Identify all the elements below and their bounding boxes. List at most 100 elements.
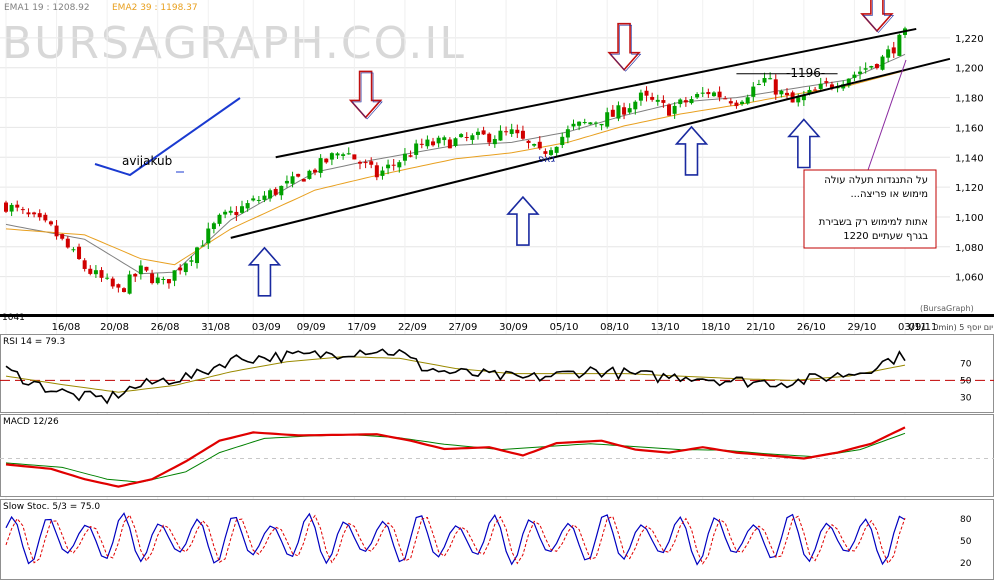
- candle-body: [655, 99, 660, 102]
- candle-body: [425, 139, 430, 147]
- candle-body: [273, 188, 278, 195]
- ema1-label: EMA1 19 : 1208.92: [4, 3, 90, 13]
- candle-body: [700, 92, 705, 94]
- x-tick-label: 26/10: [797, 322, 826, 333]
- rsi-title: RSI 14 = 79.3: [3, 337, 65, 347]
- rsi-line: [5, 348, 906, 405]
- candle-body: [431, 141, 436, 146]
- candle-body: [492, 138, 497, 145]
- note-text: על התנגדות תעלה עולה ...מימוש או פריצה אתו…: [819, 175, 928, 242]
- candle-body: [65, 238, 70, 248]
- candle-body: [650, 96, 655, 100]
- up-arrow-icon: [787, 118, 821, 169]
- candle-body: [869, 66, 874, 68]
- x-tick-label: 20/08: [100, 322, 129, 333]
- rsi-signal-line: [5, 356, 906, 393]
- candle-body: [785, 92, 790, 96]
- candle-body: [711, 92, 716, 97]
- down-arrow-icon: [860, 0, 894, 33]
- x-tick-label: 05/10: [550, 322, 579, 333]
- trendlines: [94, 27, 951, 239]
- candle-body: [599, 123, 604, 126]
- candle-body: [352, 154, 357, 160]
- candle-body: [509, 129, 514, 134]
- candle-body: [414, 143, 419, 155]
- candle-body: [487, 133, 492, 143]
- pointer-line: [867, 59, 907, 171]
- candle-body: [397, 162, 402, 168]
- candle-body: [560, 136, 565, 146]
- candle-body: [520, 130, 525, 139]
- price-tick-label: 1,200: [955, 64, 984, 75]
- candlesticks: [4, 26, 907, 295]
- candle-body: [571, 123, 576, 127]
- candle-body: [402, 153, 407, 161]
- candle-body: [616, 105, 621, 119]
- note-line: על התנגדות תעלה עולה: [824, 175, 928, 186]
- candle-body: [77, 246, 82, 260]
- macd-lines: [0, 426, 994, 488]
- stoch-lines: 20 50 80: [5, 512, 972, 569]
- down-arrow-icon: [607, 22, 641, 71]
- candle-body: [762, 78, 767, 83]
- x-tick-label: 13/10: [651, 322, 680, 333]
- candle-body: [863, 68, 868, 70]
- note-box: על התנגדות תעלה עולה ...מימוש או פריצה אתו…: [803, 169, 937, 249]
- candle-body: [447, 139, 452, 149]
- candle-body: [150, 273, 155, 284]
- candle-body: [324, 158, 329, 163]
- x-tick-label: 27/09: [448, 322, 477, 333]
- candle-body: [436, 137, 441, 144]
- candle-body: [706, 92, 711, 95]
- candle-body: [15, 204, 20, 208]
- watermark-text: BURSAGRAPH.CO.IL: [2, 18, 466, 69]
- candle-body: [582, 122, 587, 124]
- candle-body: [32, 212, 37, 215]
- level-1196-label: -1196-: [786, 66, 825, 80]
- down-arrow-shadow: [609, 24, 642, 72]
- x-tick-label: 17/09: [347, 322, 376, 333]
- stoch-k-line: [5, 512, 906, 566]
- candle-body: [20, 209, 25, 211]
- macd-signal-line: [5, 432, 906, 483]
- price-tick-label: 1,180: [955, 94, 984, 105]
- x-tick-label: 03/09: [252, 322, 281, 333]
- candle-body: [408, 155, 413, 157]
- candle-body: [891, 47, 896, 54]
- candle-body: [166, 279, 171, 284]
- candle-body: [728, 101, 733, 104]
- up-arrow-icon: [506, 195, 540, 246]
- candle-body: [37, 213, 42, 218]
- candle-body: [369, 161, 374, 165]
- candle-body: [897, 34, 902, 56]
- candle-body: [779, 91, 784, 95]
- candle-body: [217, 214, 222, 224]
- candle-body: [829, 84, 834, 88]
- candle-body: [206, 228, 211, 244]
- candle-body: [846, 78, 851, 86]
- candle-body: [172, 270, 177, 281]
- candle-body: [886, 49, 891, 58]
- up-arrow-icon: [247, 246, 282, 297]
- gap-label: גאפ: [538, 154, 555, 165]
- x-tick-label: 22/09: [398, 322, 427, 333]
- candle-body: [627, 108, 632, 113]
- candle-body: [380, 170, 385, 176]
- candle-body: [93, 270, 98, 275]
- candle-body: [543, 151, 548, 154]
- x-tick-label: 21/10: [746, 322, 775, 333]
- trendline-upper: [275, 27, 917, 159]
- candle-body: [824, 81, 829, 83]
- candle-body: [470, 135, 475, 140]
- x-tick-label: 29/10: [847, 322, 876, 333]
- candle-body: [183, 263, 188, 273]
- x-tick-label: 08/10: [600, 322, 629, 333]
- candle-body: [335, 153, 340, 156]
- candle-body: [71, 249, 76, 251]
- candle-body: [577, 121, 582, 126]
- x-tick-label: 30/09: [499, 322, 528, 333]
- candle-body: [200, 245, 205, 247]
- candle-body: [313, 169, 318, 173]
- candle-body: [734, 102, 739, 107]
